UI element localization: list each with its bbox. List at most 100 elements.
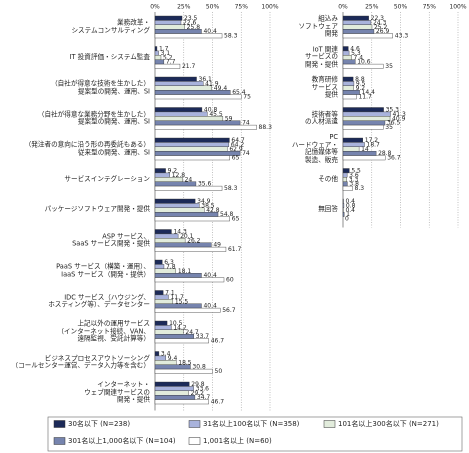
bar: [154, 273, 202, 278]
value-label: 10.5: [169, 320, 183, 327]
value-label: 21.7: [182, 63, 196, 70]
value-label: 75: [243, 94, 251, 101]
x-tick-label: 50%: [206, 4, 220, 11]
bar: [342, 59, 356, 65]
value-label: 46.7: [211, 399, 225, 406]
x-tick-label: 50%: [394, 4, 408, 11]
legend-swatch: [188, 420, 201, 428]
value-label: 9.2: [356, 85, 366, 92]
bar: [154, 50, 159, 56]
bar: [154, 355, 167, 361]
value-label: 18.5: [178, 359, 192, 366]
value-label: 23.5: [184, 15, 198, 22]
bar: [154, 107, 203, 113]
legend-label: 31名以上100名以下 (N=358): [203, 420, 300, 428]
bar: [342, 76, 354, 82]
value-label: 49.4: [214, 85, 228, 92]
bar: [154, 264, 165, 269]
bar: [154, 81, 204, 87]
bar: [342, 120, 386, 126]
bar: [342, 111, 391, 117]
value-label: 61.7: [228, 246, 242, 253]
bar: [154, 320, 168, 326]
value-label: 8.8: [355, 76, 365, 83]
bar: [154, 329, 184, 335]
bar: [154, 277, 225, 283]
value-label: 62.9: [229, 146, 243, 153]
bar: [154, 29, 202, 34]
bar: [154, 172, 170, 178]
bar: [154, 155, 230, 161]
category-label: インターネット・ ウェブ関連サービスの 開発・提供: [84, 380, 150, 404]
category-label: （発注者の意向に沿う形の再委託もある） 従来型の開発、運用、SI: [24, 140, 150, 156]
bar: [342, 33, 393, 39]
value-label: 65: [232, 155, 240, 162]
bar: [154, 24, 185, 30]
bar: [154, 177, 183, 182]
value-label: 12.8: [172, 172, 186, 179]
value-label: 14.4: [362, 89, 376, 96]
bar: [154, 303, 202, 309]
value-label: 36.5: [387, 120, 401, 127]
bar: [342, 124, 384, 130]
value-label: 4.6: [350, 46, 360, 53]
value-label: 65: [232, 216, 240, 223]
bar: [342, 85, 354, 91]
value-label: 3.6: [349, 172, 359, 179]
value-label: 50: [215, 368, 223, 375]
legend-swatch: [53, 437, 66, 445]
bar: [342, 81, 355, 87]
bar: [154, 334, 194, 339]
category-label: PaaS サービス（構築・運用）、 IaaS サービス（開発・提供）: [56, 262, 150, 278]
bar: [342, 15, 369, 21]
value-label: 64.2: [231, 141, 245, 148]
bar: [154, 89, 231, 95]
value-label: 54.8: [220, 211, 234, 218]
value-label: 65.4: [232, 89, 246, 96]
bar: [154, 395, 196, 400]
value-label: 35.3: [386, 107, 400, 114]
bar: [154, 299, 174, 304]
value-label: 22.3: [371, 15, 385, 22]
value-label: 36.1: [199, 76, 213, 83]
value-label: 5.5: [351, 168, 361, 175]
category-label: サービスインテグレーション: [64, 174, 150, 183]
bar: [154, 55, 162, 60]
bar: [154, 290, 164, 296]
value-label: 35: [385, 124, 393, 131]
category-label: ASP サービス、 SaaS サービス開発・提供: [72, 231, 150, 248]
value-label: 1: [346, 211, 350, 218]
value-label: 26.2: [187, 237, 201, 244]
value-label: 3.3: [349, 176, 359, 183]
bar: [154, 33, 223, 39]
value-label: 20.1: [180, 233, 194, 240]
bar: [342, 116, 391, 121]
category-label: 業務改革・ システムコンサルティング: [71, 18, 150, 34]
x-tick-label: 25%: [365, 4, 379, 11]
value-label: 38.5: [201, 202, 215, 209]
value-label: 18.7: [367, 141, 381, 148]
bar: [154, 111, 208, 117]
x-tick-label: 100%: [261, 4, 278, 11]
value-label: 18.1: [178, 268, 192, 275]
value-label: 29.8: [191, 381, 205, 388]
category-label: 無回答: [318, 205, 338, 214]
bar: [342, 107, 384, 113]
legend-swatch: [323, 420, 336, 428]
value-label: 56.7: [222, 307, 236, 314]
bar: [342, 20, 372, 25]
x-tick-label: 0%: [338, 4, 348, 11]
bar: [154, 399, 209, 405]
value-label: 59: [225, 115, 233, 122]
bar: [342, 63, 384, 69]
bar: [154, 216, 230, 222]
value-label: 14.2: [173, 324, 187, 331]
value-label: 40.4: [203, 28, 217, 35]
bar: [154, 238, 186, 243]
value-label: 40.4: [203, 303, 217, 310]
bar: [154, 364, 191, 370]
value-label: 29.2: [191, 390, 205, 397]
value-label: 26.9: [376, 28, 390, 35]
legend-frame: [47, 416, 463, 452]
bar: [154, 325, 172, 330]
